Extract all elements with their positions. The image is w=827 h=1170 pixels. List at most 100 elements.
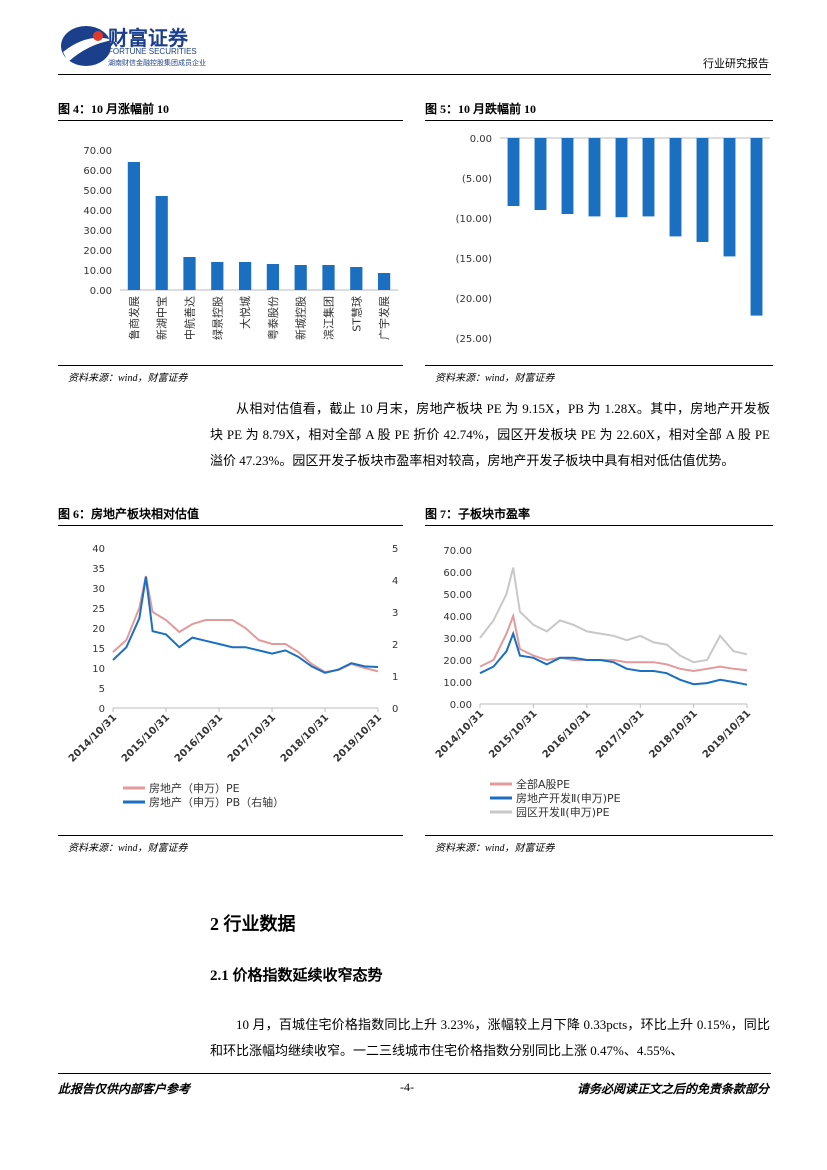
x-tick-label: 2019/10/31 xyxy=(332,712,384,764)
figure-rule xyxy=(425,120,773,121)
paragraph: 10 月，百城住宅价格指数同比上升 3.23%，涨幅较上月下降 0.33pcts… xyxy=(210,1012,770,1064)
logo-cn: 财富证券 xyxy=(108,28,188,50)
bar xyxy=(723,138,736,257)
chart: 0.00 (5.00) (10.00) (15.00) (20.00) (25.00) xyxy=(456,134,770,345)
bar xyxy=(266,264,280,290)
y-tick-label: 10 xyxy=(92,664,105,675)
y-tick-label: 60.00 xyxy=(443,568,472,579)
x-tick-label: 2015/10/31 xyxy=(120,712,172,764)
y-tick-label: 40 xyxy=(92,544,105,555)
x-tick-label: ST慧球 xyxy=(349,296,363,332)
y-tick-label: 30.00 xyxy=(83,226,112,237)
subsection-heading: 2.1 价格指数延续收窄态势 xyxy=(210,968,383,984)
y-tick-label: 40.00 xyxy=(83,206,112,217)
x-tick-label: 2018/10/31 xyxy=(647,708,699,760)
y-tick-label: 0.00 xyxy=(90,286,112,297)
bar xyxy=(377,273,391,290)
bar xyxy=(588,138,601,217)
bar xyxy=(238,262,252,290)
x-tick-label: 中航善达 xyxy=(183,296,197,340)
y-tick-label: 70.00 xyxy=(83,146,112,157)
y-tick-label: 50.00 xyxy=(443,590,472,601)
chart: 0.00 10.00 20.00 30.00 40.00 50.00 60.00 70.00 鲁… xyxy=(83,146,398,340)
y2-tick-label: 0 xyxy=(392,704,398,715)
bar xyxy=(155,196,168,290)
figure-rule xyxy=(425,365,773,366)
x-tick-label: 2017/10/31 xyxy=(226,712,278,764)
bar xyxy=(696,138,709,242)
figure-title: 图 5：10 月跌幅前 10 xyxy=(425,102,537,116)
bar xyxy=(183,257,196,290)
y-tick-label: 70.00 xyxy=(443,546,472,557)
y-tick-label: 20 xyxy=(92,624,105,635)
x-tick-label: 广宇发展 xyxy=(377,296,391,340)
y-tick-label: 10.00 xyxy=(443,678,472,689)
x-tick-label: 2017/10/31 xyxy=(594,708,646,760)
y-tick-label: 0.00 xyxy=(470,134,492,145)
footer-rule xyxy=(58,1073,771,1074)
figure-source: 资料来源：wind，财富证券 xyxy=(435,843,555,854)
y-tick-label: 20.00 xyxy=(83,246,112,257)
y2-tick-label: 4 xyxy=(392,576,398,587)
figure-source: 资料来源：wind，财富证券 xyxy=(435,373,555,384)
y-tick-label: 0.00 xyxy=(450,700,472,711)
x-tick-label: 粤泰股份 xyxy=(266,296,280,340)
series-line xyxy=(112,575,379,674)
bar xyxy=(750,138,763,316)
x-tick-label: 新湖中宝 xyxy=(155,296,169,340)
x-tick-label: 2016/10/31 xyxy=(541,708,593,760)
series-line xyxy=(479,630,748,686)
bar xyxy=(211,262,224,290)
x-tick-label: 2019/10/31 xyxy=(701,708,753,760)
x-tick-label: 2014/10/31 xyxy=(67,712,119,764)
y-tick-label: 5 xyxy=(99,684,105,695)
x-tick-label: 大悦城 xyxy=(238,296,252,329)
y-tick-label: 10.00 xyxy=(83,266,112,277)
y-tick-label: 35 xyxy=(92,564,105,575)
bar xyxy=(350,267,363,290)
paragraph-text: 从相对估值看，截止 10 月末，房地产板块 PE 为 9.15X，PB 为 1.… xyxy=(210,401,770,468)
x-tick-label: 2015/10/31 xyxy=(487,708,539,760)
figure-rule xyxy=(58,120,403,121)
paragraph: 从相对估值看，截止 10 月末，房地产板块 PE 为 9.15X，PB 为 1.… xyxy=(210,396,770,474)
x-tick-label: 2016/10/31 xyxy=(173,712,225,764)
series-line xyxy=(479,612,748,673)
legend-label: 全部A股PE xyxy=(516,777,570,791)
figure-title: 图 4：10 月涨幅前 10 xyxy=(58,102,170,116)
logo-icon xyxy=(61,26,113,66)
y-tick-label: (15.00) xyxy=(456,254,493,265)
bar xyxy=(615,138,628,218)
x-tick-label: 滨江集团 xyxy=(322,296,336,340)
figure-source: 资料来源：wind，财富证券 xyxy=(68,843,188,854)
footer-right: 请务必阅读正文之后的免责条款部分 xyxy=(576,1082,769,1096)
y-tick-label: 40.00 xyxy=(443,612,472,623)
figure-rule xyxy=(58,365,403,366)
series-line xyxy=(479,567,748,664)
logo-sub: 湖南财信金融控股集团成员企业 xyxy=(108,60,206,67)
y-tick-label: 15 xyxy=(92,644,105,655)
bar xyxy=(294,265,307,290)
bar xyxy=(534,138,547,210)
x-tick-label: 2014/10/31 xyxy=(434,708,486,760)
y-tick-label: 20.00 xyxy=(443,656,472,667)
bar xyxy=(322,265,335,290)
y-tick-label: 30 xyxy=(92,584,105,595)
x-tick-label: 2018/10/31 xyxy=(279,712,331,764)
figure-rule xyxy=(58,835,403,836)
y-tick-label: 25 xyxy=(92,604,105,615)
y2-tick-label: 1 xyxy=(392,672,398,683)
x-tick-label: 鲁商发展 xyxy=(127,296,141,340)
y2-tick-label: 2 xyxy=(392,640,398,651)
y2-tick-label: 3 xyxy=(392,608,398,619)
report-type: 行业研究报告 xyxy=(703,58,769,70)
bar xyxy=(507,138,520,206)
series-line xyxy=(112,576,379,674)
bar xyxy=(561,138,574,214)
y-tick-label: 50.00 xyxy=(83,186,112,197)
y-tick-label: 0 xyxy=(99,704,105,715)
x-tick-label: 绿景控股 xyxy=(210,296,224,340)
footer-center: -4- xyxy=(400,1080,414,1094)
paragraph-text: 10 月，百城住宅价格指数同比上升 3.23%，涨幅较上月下降 0.33pcts… xyxy=(210,1017,770,1058)
